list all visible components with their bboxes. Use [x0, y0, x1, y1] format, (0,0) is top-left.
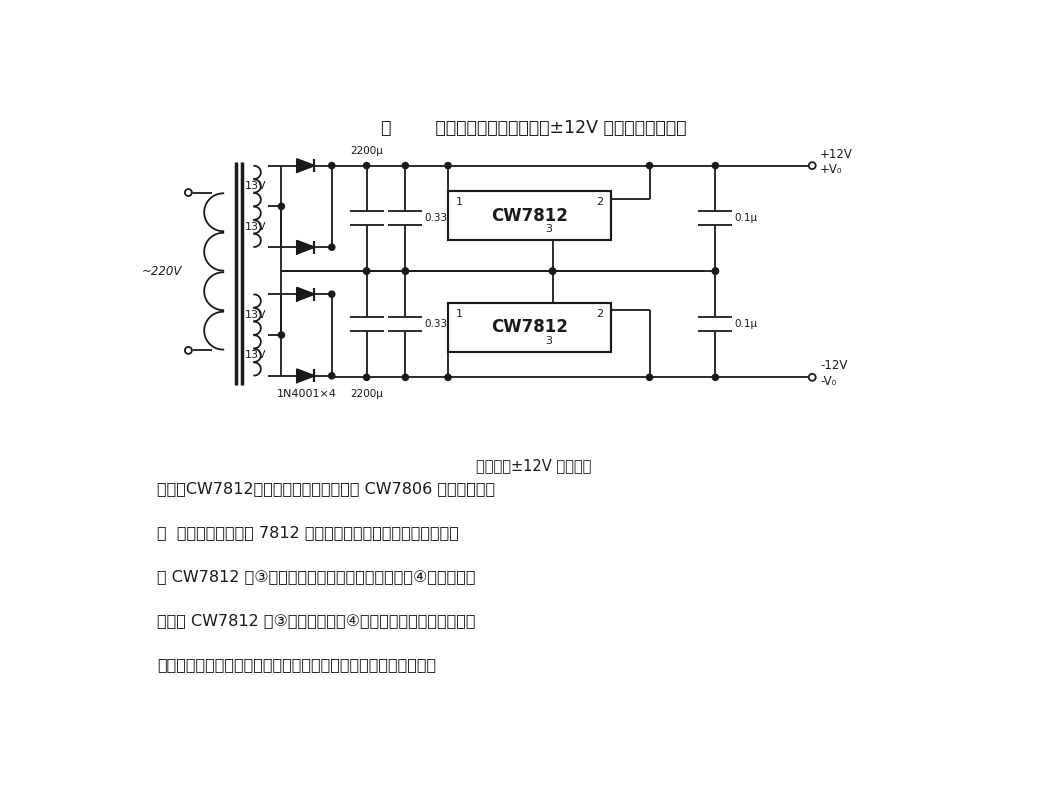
Text: 3: 3 [545, 336, 552, 345]
Text: 本  样。本电路把两块 7812 集成稳压器巧妙地组合在一起，上边: 本 样。本电路把两块 7812 集成稳压器巧妙地组合在一起，上边 [157, 525, 460, 540]
Text: +V₀: +V₀ [820, 163, 843, 176]
Text: 2: 2 [596, 197, 603, 207]
Text: 2200μ: 2200μ [350, 389, 383, 399]
Circle shape [445, 374, 451, 380]
Circle shape [184, 189, 192, 196]
Text: 13V: 13V [245, 181, 267, 191]
Text: 部件是CW7812，它的应用原理与上述的 CW7806 集成稳压器基: 部件是CW7812，它的应用原理与上述的 CW7806 集成稳压器基 [157, 482, 496, 496]
Circle shape [328, 291, 334, 297]
Text: 2200μ: 2200μ [350, 146, 383, 156]
Text: 电源。上边的稳压器输出上浮于下面稳压器输出，如果把本电路负: 电源。上边的稳压器输出上浮于下面稳压器输出，如果把本电路负 [157, 657, 437, 672]
Text: 0.1μ: 0.1μ [735, 213, 758, 224]
Text: 13V: 13V [245, 310, 267, 319]
Circle shape [402, 268, 408, 274]
Circle shape [646, 162, 652, 169]
Text: 1N4001×4: 1N4001×4 [276, 389, 337, 399]
Text: 13V: 13V [245, 350, 267, 361]
Text: -12V: -12V [820, 359, 847, 373]
Text: +12V: +12V [820, 147, 852, 161]
Circle shape [328, 162, 334, 169]
Circle shape [809, 374, 816, 380]
Text: 1: 1 [455, 197, 463, 207]
Polygon shape [297, 240, 314, 254]
Text: 图        所示的电路能够同时输出±12V 电压。电路的核心: 图 所示的电路能够同时输出±12V 电压。电路的核心 [381, 119, 687, 138]
Circle shape [328, 244, 334, 250]
Circle shape [713, 268, 719, 274]
Bar [448, 191, 611, 240]
Bar [448, 302, 611, 352]
Polygon shape [297, 159, 314, 172]
Circle shape [713, 374, 719, 380]
Text: 的 CW7812 是③脚输出端接本电路正输出，公共端④脚接地；下: 的 CW7812 是③脚输出端接本电路正输出，公共端④脚接地；下 [157, 569, 476, 584]
Text: -V₀: -V₀ [820, 375, 837, 388]
Text: 同时输出±12V 稳压电路: 同时输出±12V 稳压电路 [476, 458, 592, 473]
Text: 2: 2 [596, 309, 603, 319]
Text: 0.33μ: 0.33μ [425, 213, 454, 224]
Circle shape [809, 162, 816, 169]
Text: 0.1μ: 0.1μ [735, 319, 758, 330]
Polygon shape [297, 369, 314, 382]
Text: 3: 3 [545, 224, 552, 234]
Circle shape [364, 268, 370, 274]
Circle shape [402, 268, 408, 274]
Circle shape [402, 374, 408, 380]
Polygon shape [297, 287, 314, 301]
Text: 0.33μ: 0.33μ [425, 319, 454, 330]
Circle shape [713, 268, 719, 274]
Text: ~220V: ~220V [142, 264, 182, 278]
Text: CW7812: CW7812 [491, 207, 568, 224]
Text: CW7812: CW7812 [491, 318, 568, 336]
Circle shape [364, 162, 370, 169]
Circle shape [278, 203, 284, 209]
Circle shape [328, 373, 334, 379]
Circle shape [364, 268, 370, 274]
Circle shape [278, 332, 284, 338]
Circle shape [402, 162, 408, 169]
Circle shape [549, 268, 555, 274]
Circle shape [184, 347, 192, 354]
Text: 13V: 13V [245, 222, 267, 232]
Circle shape [364, 374, 370, 380]
Text: 面一块 CW7812 的③脚接地，相反④脚接负输出端，组成负输出: 面一块 CW7812 的③脚接地，相反④脚接负输出端，组成负输出 [157, 613, 476, 628]
Circle shape [549, 268, 555, 274]
Text: 1: 1 [455, 309, 463, 319]
Circle shape [646, 374, 652, 380]
Circle shape [445, 162, 451, 169]
Circle shape [713, 162, 719, 169]
